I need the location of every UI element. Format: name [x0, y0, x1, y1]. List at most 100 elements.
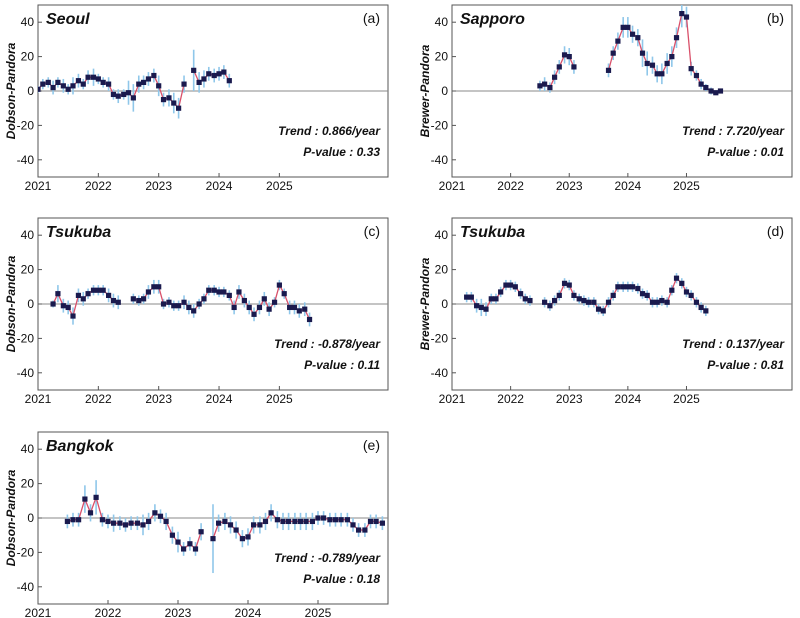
data-point [527, 297, 533, 304]
data-point [610, 292, 616, 298]
x-tick-label: 2021 [25, 606, 52, 618]
data-layer [464, 273, 709, 317]
data-point [698, 81, 704, 87]
data-point [556, 64, 562, 70]
data-point [222, 518, 228, 525]
data-point [669, 287, 675, 293]
data-point [257, 522, 263, 528]
x-tick-label: 2021 [439, 392, 466, 406]
data-point [140, 522, 146, 528]
data-point [245, 534, 251, 540]
data-point [99, 517, 105, 523]
data-point [60, 303, 66, 309]
data-point [306, 316, 313, 323]
y-tick-label: -40 [17, 580, 35, 594]
data-point [644, 292, 650, 298]
data-point [65, 304, 71, 311]
data-point [130, 95, 136, 101]
data-point [309, 518, 315, 525]
chart-panel-3: 40 20 0 -20 -40 2021 2022 2023 2024 2025 Dobson-Pa… [4, 217, 389, 406]
y-tick-label: 0 [27, 297, 34, 311]
y-axis-label: Dobson-Pandora [4, 469, 18, 566]
data-point [191, 67, 197, 73]
data-point [85, 291, 91, 297]
data-layer [537, 5, 724, 96]
data-point [169, 532, 175, 538]
y-tick-label: -20 [17, 118, 35, 132]
data-point [517, 291, 524, 297]
data-point [287, 304, 293, 311]
x-tick-label: 2022 [85, 179, 112, 193]
x-tick-label: 2021 [25, 392, 52, 406]
data-point [166, 299, 172, 305]
data-point [211, 72, 217, 79]
data-point [181, 546, 187, 552]
data-point [327, 517, 333, 523]
y-axis-label: Brewer-Pandora [418, 44, 432, 137]
data-point [585, 299, 592, 305]
data-point [344, 517, 350, 523]
panel-label: (e) [363, 437, 380, 453]
x-tick-label: 2024 [206, 392, 233, 406]
data-point [615, 38, 621, 44]
data-point [221, 289, 227, 295]
data-point [302, 306, 308, 312]
data-layer [50, 279, 313, 327]
station-name: Tsukuba [46, 224, 111, 241]
data-point [38, 86, 41, 92]
data-point [75, 292, 82, 298]
data-point [350, 522, 356, 528]
data-point [280, 518, 286, 525]
data-point [145, 76, 152, 82]
data-point [122, 522, 129, 528]
data-point [268, 510, 274, 516]
data-point [537, 83, 543, 89]
data-point [615, 284, 621, 290]
data-point [55, 291, 61, 297]
data-point [216, 71, 222, 77]
data-point [625, 284, 631, 290]
y-tick-label: 20 [21, 50, 35, 64]
data-point [201, 296, 207, 302]
data-point [130, 296, 136, 302]
data-point [145, 289, 152, 295]
data-point [105, 518, 111, 525]
data-point [610, 50, 616, 56]
data-point [45, 79, 51, 85]
data-point [271, 299, 278, 305]
data-point [503, 282, 509, 288]
data-point [136, 297, 142, 304]
data-point [80, 296, 86, 302]
data-point [483, 306, 489, 312]
data-point [196, 301, 202, 307]
y-tick-label: 40 [21, 442, 35, 456]
y-tick-label: -20 [17, 545, 35, 559]
data-point [683, 289, 690, 295]
data-point [635, 35, 641, 41]
y-axis-label: Brewer-Pandora [418, 257, 432, 350]
data-point [76, 517, 82, 523]
data-point [629, 31, 636, 37]
data-point [75, 78, 82, 84]
data-point [620, 24, 626, 30]
y-tick-label: -40 [17, 153, 35, 167]
data-point [239, 536, 245, 542]
data-point [274, 517, 280, 523]
data-point [561, 52, 568, 58]
data-point [281, 291, 287, 297]
data-point [82, 496, 88, 502]
data-point [464, 294, 470, 300]
y-tick-label: 0 [441, 297, 448, 311]
data-point [251, 522, 257, 528]
data-point [292, 518, 298, 525]
data-point [488, 296, 494, 302]
chart-panel-4: 40 20 0 -20 -40 2021 2022 2023 2024 2025 Brewer-Pa… [418, 217, 793, 406]
data-point [151, 72, 157, 79]
data-point [315, 515, 321, 521]
data-layer [64, 480, 385, 574]
data-point [156, 284, 162, 290]
data-point [211, 287, 217, 293]
x-tick-label: 2024 [206, 179, 233, 193]
data-point [659, 297, 665, 304]
